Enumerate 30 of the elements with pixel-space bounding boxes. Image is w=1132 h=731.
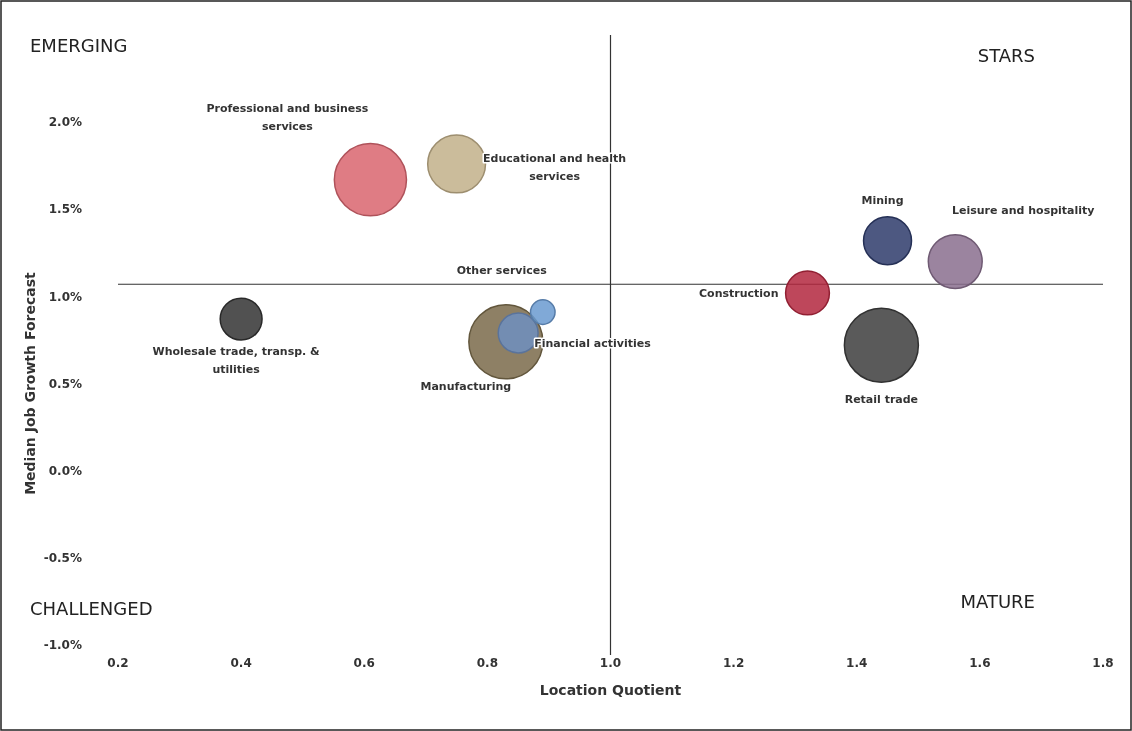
- y-tick-label: -0.5%: [43, 551, 82, 566]
- series-label: Wholesale trade, transp. & utilities: [152, 345, 321, 377]
- text: Other services: [456, 264, 548, 278]
- x-tick-label: 1.2: [722, 656, 745, 670]
- y-axis-title: Median Job Growth Forecast: [22, 272, 38, 495]
- series-label: Leisure and hospitality: [951, 203, 1095, 217]
- y-tick-label: 0.0%: [48, 463, 82, 478]
- x-tick-label: 1.6: [969, 656, 991, 670]
- x-tick-label: 0.2: [107, 656, 129, 670]
- x-tick-label: 1.8: [1092, 656, 1114, 670]
- x-tick-label: 1.4: [846, 656, 868, 670]
- series-label: Manufacturing: [420, 379, 512, 393]
- annotation: STARS: [977, 45, 1035, 66]
- y-tick-label: -1.0%: [43, 638, 82, 653]
- y-tick-label: 2.0%: [48, 115, 82, 130]
- x-axis-title: Location Quotient: [539, 682, 682, 698]
- y-tick-label: 0.5%: [48, 376, 82, 391]
- annotation: CHALLENGED: [30, 598, 153, 619]
- series-label: Professional and business services: [206, 101, 369, 133]
- x-tick-label: 0.6: [353, 656, 375, 670]
- y-tick-label: 1.0%: [48, 289, 82, 304]
- annotation: MATURE: [960, 591, 1035, 612]
- series-label: Construction: [699, 286, 779, 300]
- x-tick-label: 0.4: [230, 656, 252, 670]
- series-label: Retail trade: [844, 393, 919, 407]
- series-label: Mining: [861, 193, 904, 207]
- annotation: EMERGING: [30, 35, 128, 56]
- x-tick-label: 0.8: [476, 656, 499, 670]
- x-tick-label: 1.0: [599, 656, 622, 670]
- y-tick-label: 1.5%: [48, 202, 82, 217]
